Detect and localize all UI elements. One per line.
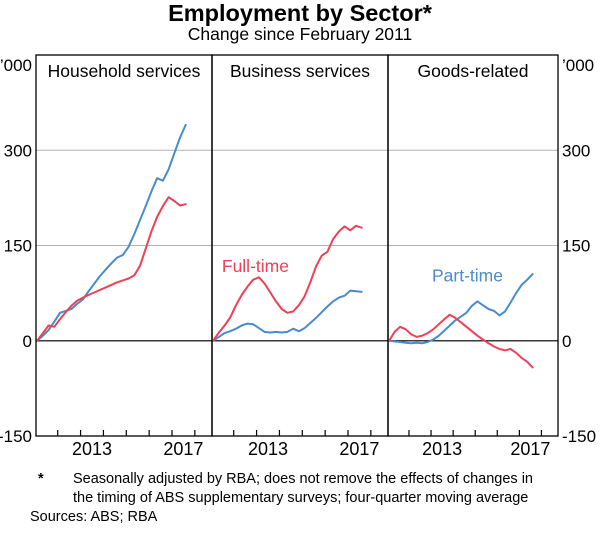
x-tick-label: 2017	[163, 439, 203, 459]
panel-business-services: 2013 2017 Business services Full-time	[211, 54, 389, 459]
y-label-left: 0	[23, 332, 32, 351]
panel-title: Business services	[230, 61, 370, 81]
y-label-right: 300	[562, 141, 590, 160]
y-label-right: 150	[562, 237, 590, 256]
footnote: * Seasonally adjusted by RBA; does not r…	[0, 470, 600, 508]
y-label-left: 300	[4, 141, 32, 160]
chart-header: Employment by Sector* Change since Febru…	[0, 0, 600, 44]
part-time-line	[36, 123, 187, 342]
gridlines	[36, 149, 558, 342]
x-tick-label: 2013	[248, 439, 288, 459]
part-time-line	[388, 273, 534, 345]
chart-title: Employment by Sector*	[168, 0, 432, 26]
y-label-left: -150	[0, 427, 32, 446]
full-time-line	[36, 196, 187, 342]
y-label-left: 150	[4, 237, 32, 256]
panel-title: Goods-related	[418, 61, 529, 81]
part-time-line	[212, 289, 363, 342]
x-tick-label: 2013	[422, 439, 462, 459]
unit-label-right: ’000	[562, 56, 594, 75]
y-label-right: 0	[562, 332, 571, 351]
y-label-right: -150	[562, 427, 596, 446]
panel-household-services: 2013 2017 Household services	[35, 54, 213, 459]
sources-line: Sources: ABS; RBA	[30, 509, 158, 525]
full-time-line	[388, 313, 534, 369]
series-label-part-time: Part-time	[432, 265, 503, 285]
footnote-text: Seasonally adjusted by RBA; does not rem…	[73, 471, 533, 506]
x-tick-label: 2017	[510, 439, 550, 459]
chart-subtitle: Change since February 2011	[187, 24, 413, 44]
panel-title: Household services	[48, 61, 201, 81]
panel-frame	[387, 54, 559, 437]
x-tick-label: 2013	[72, 439, 112, 459]
unit-label-left: ’000	[0, 56, 32, 75]
full-time-line	[212, 224, 363, 342]
chart-canvas: 2013 2017 Household services 2013 2017 Busine…	[0, 54, 596, 459]
footnote-marker: *	[38, 471, 44, 487]
panel-goods-related: 2013 2017 Goods-related Part-time	[387, 54, 559, 459]
x-tick-label: 2017	[339, 439, 379, 459]
series-label-full-time: Full-time	[222, 256, 289, 276]
y-axis-labels: 300 300 150 150 0 0 -150 -150 ’000 ’000	[0, 56, 596, 446]
